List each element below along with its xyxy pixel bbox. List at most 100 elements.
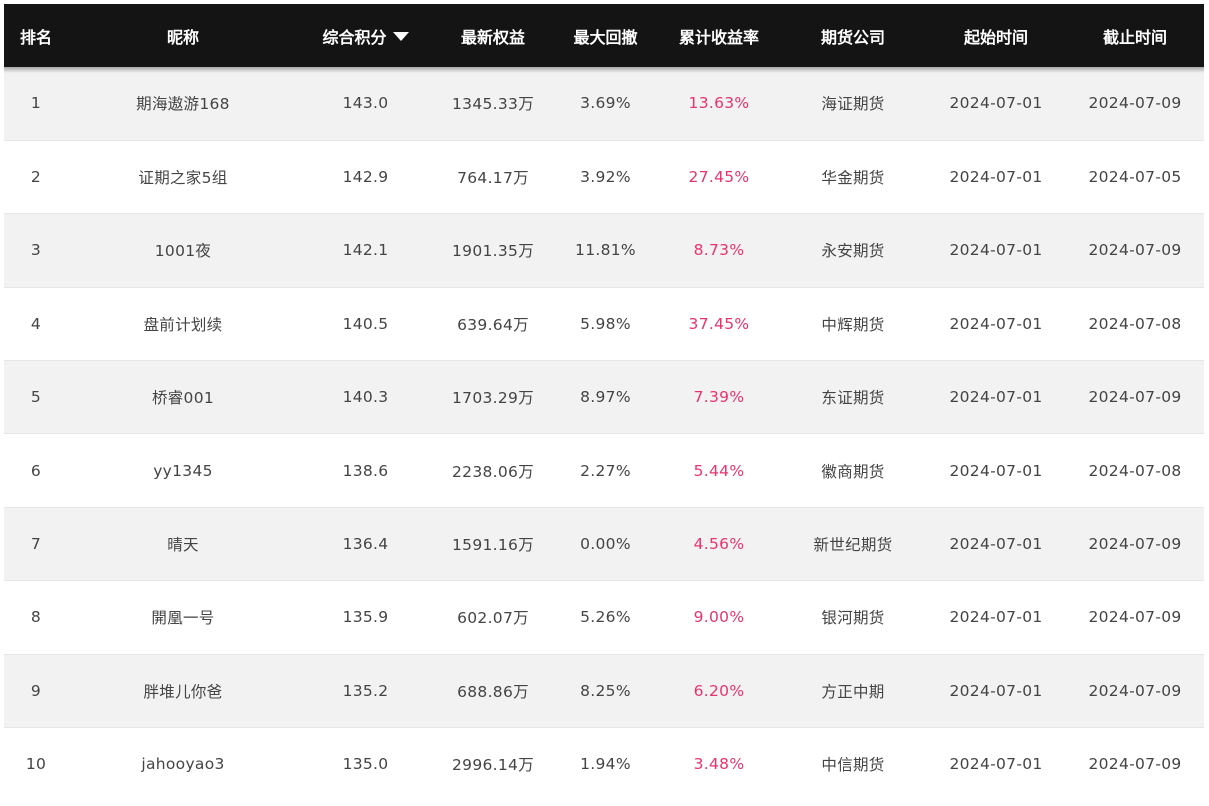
table-row[interactable]: 3 1001夜 142.1 1901.35万 11.81% 8.73% 永安期货 2024-0… bbox=[4, 213, 1204, 288]
equity-cell: 2996.14万 bbox=[433, 727, 553, 801]
end-date-cell: 2024-07-08 bbox=[1066, 286, 1204, 361]
column-header-start-date[interactable]: 起始时间 bbox=[963, 27, 1028, 47]
company-cell: 东证期货 bbox=[780, 360, 926, 434]
company-cell: 中辉期货 bbox=[780, 286, 926, 361]
score-cell: 143.0 bbox=[342, 94, 389, 113]
rank-cell: 8 bbox=[4, 580, 68, 655]
start-date-cell: 2024-07-01 bbox=[926, 360, 1066, 434]
drawdown-cell: 8.25% bbox=[553, 653, 658, 728]
end-date-cell: 2024-07-09 bbox=[1066, 580, 1204, 655]
column-header-nickname[interactable]: 昵称 bbox=[166, 27, 199, 47]
table-row[interactable]: 10 jahooyao3 135.0 2996.14万 1.94% 3.48% 中信期货 20… bbox=[4, 727, 1204, 801]
nickname-cell: 開凰一号 bbox=[68, 580, 298, 655]
nickname-cell: yy1345 bbox=[68, 433, 298, 508]
equity-cell: 1703.29万 bbox=[433, 360, 553, 434]
drawdown-cell: 5.26% bbox=[553, 580, 658, 655]
score-cell: 138.6 bbox=[298, 433, 433, 508]
company-cell: 永安期货 bbox=[780, 213, 926, 288]
start-date-cell: 2024-07-01 bbox=[926, 653, 1066, 728]
column-header-equity[interactable]: 最新权益 bbox=[460, 27, 525, 47]
start-date-cell: 2024-07-01 bbox=[926, 433, 1066, 508]
company-cell: 新世纪期货 bbox=[780, 506, 926, 581]
table-row[interactable]: 4 盘前计划续 140.5 639.64万 5.98% 37.45% 中辉期货 2024-07… bbox=[4, 286, 1204, 361]
drawdown-cell: 2.27% bbox=[553, 433, 658, 508]
rank-cell: 6 bbox=[4, 433, 68, 508]
rank-cell: 10 bbox=[4, 727, 68, 801]
equity-cell: 764.17万 bbox=[433, 139, 553, 214]
table-row[interactable]: 6 yy1345 138.6 2238.06万 2.27% 5.44% 徽商期货 2024-0… bbox=[4, 433, 1204, 508]
company-cell: 中信期货 bbox=[780, 727, 926, 801]
drawdown-cell: 1.94% bbox=[553, 727, 658, 801]
return-rate-cell: 27.45% bbox=[658, 139, 780, 214]
end-date-cell: 2024-07-05 bbox=[1066, 139, 1204, 214]
start-date-cell: 2024-07-01 bbox=[949, 94, 1043, 113]
column-header-score[interactable]: 综合积分 bbox=[298, 4, 433, 67]
score-cell: 142.9 bbox=[298, 139, 433, 214]
equity-cell: 639.64万 bbox=[433, 286, 553, 361]
score-cell: 140.5 bbox=[298, 286, 433, 361]
return-rate-cell: 37.45% bbox=[658, 286, 780, 361]
company-cell: 海证期货 bbox=[821, 95, 885, 114]
drawdown-cell: 8.97% bbox=[553, 360, 658, 434]
start-date-cell: 2024-07-01 bbox=[926, 139, 1066, 214]
rank-cell: 9 bbox=[4, 653, 68, 728]
company-cell: 华金期货 bbox=[780, 139, 926, 214]
nickname-cell: 胖堆儿你爸 bbox=[68, 653, 298, 728]
rank-cell: 2 bbox=[4, 139, 68, 214]
start-date-cell: 2024-07-01 bbox=[926, 727, 1066, 801]
table-row[interactable]: 8 開凰一号 135.9 602.07万 5.26% 9.00% 银河期货 2024-07-0… bbox=[4, 580, 1204, 655]
equity-cell: 2238.06万 bbox=[433, 433, 553, 508]
equity-cell: 1591.16万 bbox=[433, 506, 553, 581]
drawdown-cell: 0.00% bbox=[553, 506, 658, 581]
nickname-cell: 晴天 bbox=[68, 506, 298, 581]
caret-down-icon[interactable] bbox=[392, 31, 409, 41]
drawdown-cell: 5.98% bbox=[553, 286, 658, 361]
rank-cell: 3 bbox=[4, 213, 68, 288]
return-rate-cell: 3.48% bbox=[658, 727, 780, 801]
table-row[interactable]: 5 桥睿001 140.3 1703.29万 8.97% 7.39% 东证期货 2024-07… bbox=[4, 360, 1204, 434]
return-rate-cell: 9.00% bbox=[658, 580, 780, 655]
start-date-cell: 2024-07-01 bbox=[926, 286, 1066, 361]
table-row[interactable]: 2 证期之家5组 142.9 764.17万 3.92% 27.45% 华金期货 2024-0… bbox=[4, 139, 1204, 214]
equity-cell: 1901.35万 bbox=[433, 213, 553, 288]
start-date-cell: 2024-07-01 bbox=[926, 580, 1066, 655]
nickname-cell: 期海遨游168 bbox=[136, 95, 230, 114]
return-rate-cell: 8.73% bbox=[658, 213, 780, 288]
table-row[interactable]: 9 胖堆儿你爸 135.2 688.86万 8.25% 6.20% 方正中期 2024-07-… bbox=[4, 653, 1204, 728]
equity-cell: 688.86万 bbox=[433, 653, 553, 728]
return-rate-cell: 4.56% bbox=[658, 506, 780, 581]
equity-cell: 1345.33万 bbox=[452, 95, 534, 114]
equity-cell: 602.07万 bbox=[433, 580, 553, 655]
drawdown-cell: 11.81% bbox=[553, 213, 658, 288]
company-cell: 银河期货 bbox=[780, 580, 926, 655]
ranking-table-container: 排名 昵称 综合积分 最新权益 最大回撤 累计收益率 期货公司 起始时间 截止时… bbox=[4, 4, 1204, 801]
column-header-max-drawdown[interactable]: 最大回撤 bbox=[573, 27, 638, 47]
return-rate-cell: 5.44% bbox=[658, 433, 780, 508]
rank-cell: 4 bbox=[4, 286, 68, 361]
column-header-end-date[interactable]: 截止时间 bbox=[1102, 27, 1167, 47]
drawdown-cell: 3.92% bbox=[553, 139, 658, 214]
table-header-row: 排名 昵称 综合积分 最新权益 最大回撤 累计收益率 期货公司 起始时间 截止时… bbox=[4, 4, 1204, 67]
column-header-rank[interactable]: 排名 bbox=[19, 27, 52, 47]
score-cell: 140.3 bbox=[298, 360, 433, 434]
nickname-cell: 1001夜 bbox=[68, 213, 298, 288]
score-cell: 135.2 bbox=[298, 653, 433, 728]
table-row[interactable]: 7 晴天 136.4 1591.16万 0.00% 4.56% 新世纪期货 2024-07-0… bbox=[4, 506, 1204, 581]
table-body: 1 期海遨游168 143.0 1345.33万 3.69% 13.63% 海证期货 2024… bbox=[4, 67, 1204, 801]
score-cell: 135.0 bbox=[298, 727, 433, 801]
drawdown-cell: 3.69% bbox=[580, 94, 631, 113]
end-date-cell: 2024-07-09 bbox=[1066, 727, 1204, 801]
score-cell: 142.1 bbox=[298, 213, 433, 288]
rank-cell: 7 bbox=[4, 506, 68, 581]
start-date-cell: 2024-07-01 bbox=[926, 506, 1066, 581]
return-rate-cell: 13.63% bbox=[688, 94, 750, 113]
column-header-futures-company[interactable]: 期货公司 bbox=[820, 27, 885, 47]
return-rate-cell: 7.39% bbox=[658, 360, 780, 434]
company-cell: 方正中期 bbox=[780, 653, 926, 728]
nickname-cell: 盘前计划续 bbox=[68, 286, 298, 361]
company-cell: 徽商期货 bbox=[780, 433, 926, 508]
table-row[interactable]: 1 期海遨游168 143.0 1345.33万 3.69% 13.63% 海证期货 2024… bbox=[4, 67, 1204, 141]
rank-cell: 5 bbox=[4, 360, 68, 434]
column-header-cumulative-return[interactable]: 累计收益率 bbox=[678, 27, 759, 47]
return-rate-cell: 6.20% bbox=[658, 653, 780, 728]
